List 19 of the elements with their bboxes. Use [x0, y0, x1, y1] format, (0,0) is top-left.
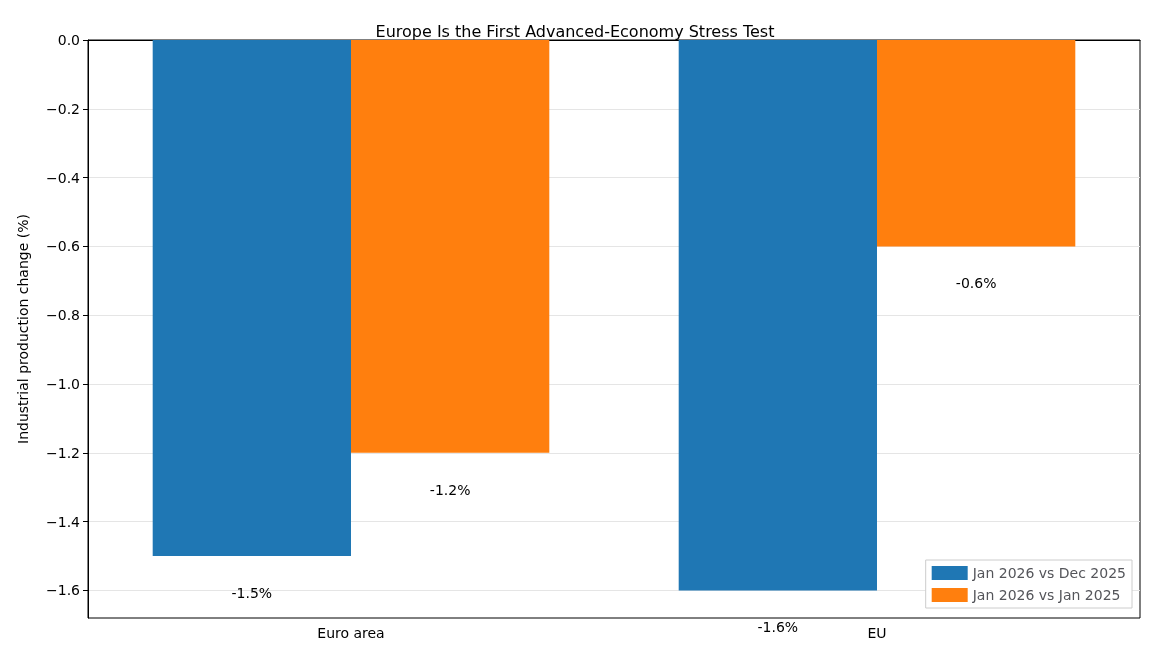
data-label: -1.5% [231, 585, 273, 602]
legend-label: Jan 2026 vs Jan 2025 [971, 587, 1121, 603]
y-tick-label: −1.0 [46, 376, 80, 393]
data-label: -1.2% [429, 481, 471, 498]
y-tick-label: −0.4 [46, 169, 81, 186]
y-tick-label: −1.4 [46, 513, 81, 530]
y-tick-label: −1.2 [46, 444, 80, 461]
chart-title: Europe Is the First Advanced-Economy Stress Test [375, 21, 775, 41]
data-label: -0.6% [955, 275, 997, 292]
y-tick-label: −0.6 [46, 238, 81, 255]
x-tick-label: Euro area [317, 625, 385, 641]
y-tick-label: −0.2 [46, 100, 80, 117]
y-tick-label: 0.0 [57, 32, 80, 48]
y-axis-title: Industrial production change (%) [15, 214, 31, 444]
y-tick-label: −1.6 [46, 582, 81, 599]
data-label: -1.6% [757, 619, 799, 636]
y-tick-label: −0.8 [46, 307, 80, 324]
x-tick-label: EU [867, 625, 887, 641]
legend-label: Jan 2026 vs Dec 2025 [971, 565, 1126, 581]
